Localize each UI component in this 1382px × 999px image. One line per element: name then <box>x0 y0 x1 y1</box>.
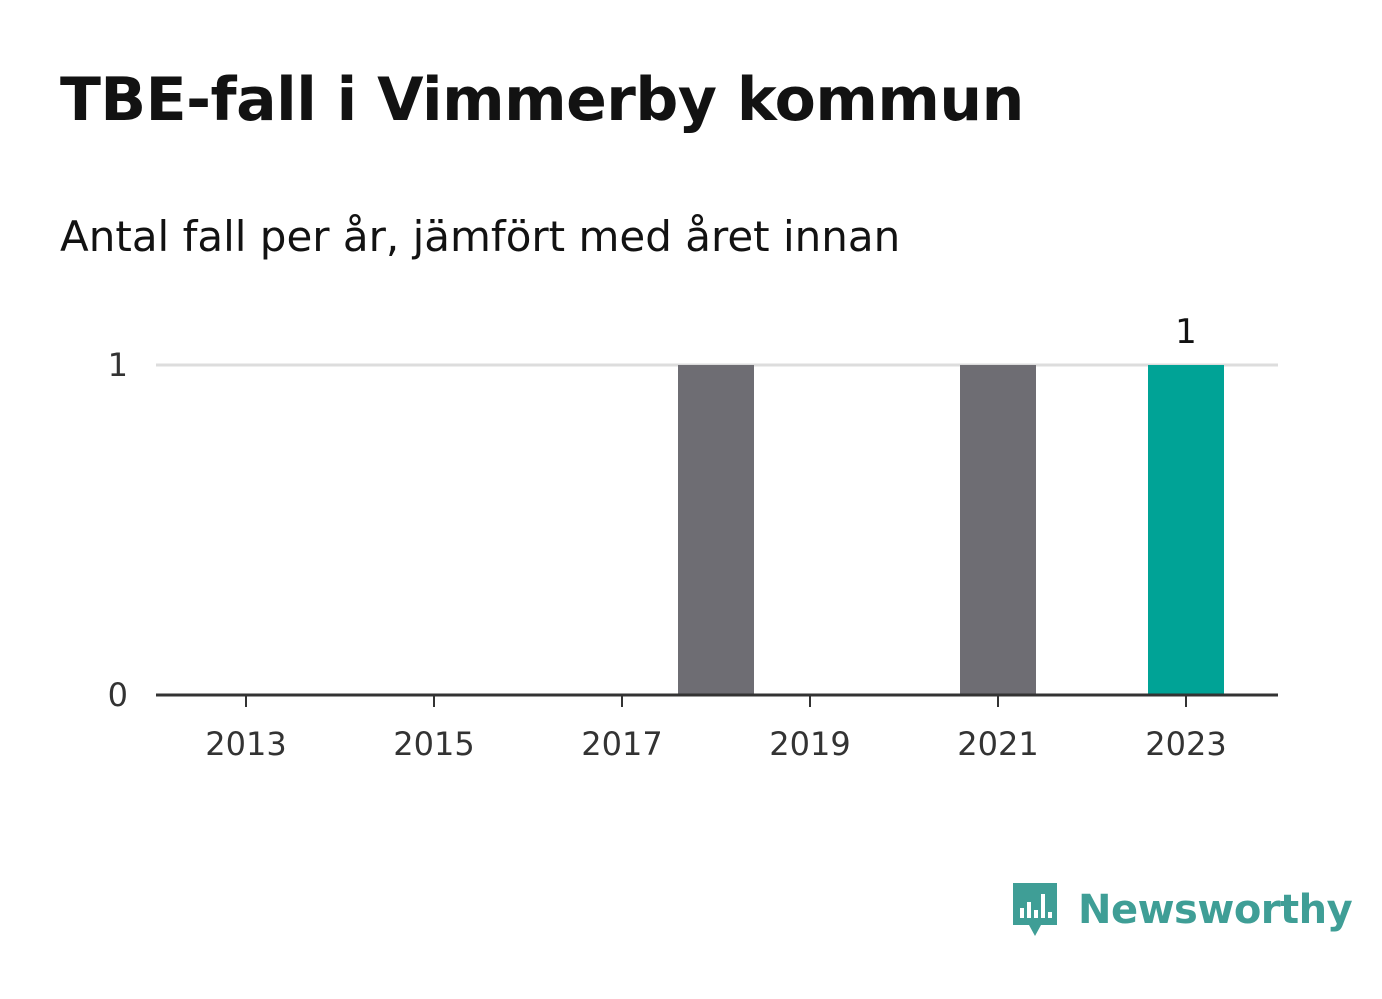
bar-2018 <box>678 365 754 695</box>
brand-logo: Newsworthy <box>1010 878 1353 942</box>
chart-title: TBE-fall i Vimmerby kommun <box>60 65 1024 135</box>
newsworthy-logo-icon <box>1013 883 1057 936</box>
x-tick-label: 2015 <box>393 725 474 763</box>
x-tick-label: 2019 <box>769 725 850 763</box>
bar-2021 <box>960 365 1036 695</box>
x-tick-label: 2013 <box>205 725 286 763</box>
x-tick-label: 2021 <box>957 725 1038 763</box>
x-tick-label: 2017 <box>581 725 662 763</box>
bar-2023 <box>1148 365 1224 695</box>
bar-chart: 0 1 2013 2015 2017 2019 2021 2023 1 <box>108 312 1278 763</box>
chart-subtitle: Antal fall per år, jämfört med året inna… <box>60 212 901 261</box>
y-tick-label: 1 <box>108 346 128 384</box>
x-tick-label: 2023 <box>1145 725 1226 763</box>
y-tick-label: 0 <box>108 676 128 714</box>
data-label: 1 <box>1175 312 1197 352</box>
brand-name: Newsworthy <box>1078 887 1353 933</box>
